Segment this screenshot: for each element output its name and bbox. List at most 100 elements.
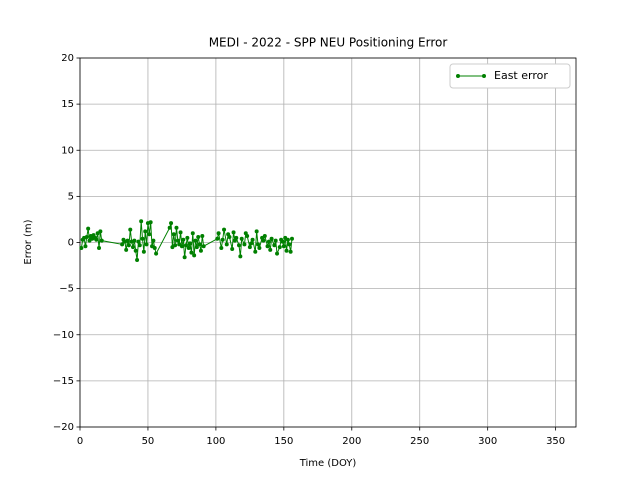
point — [120, 242, 125, 247]
point — [269, 236, 274, 241]
point — [220, 237, 225, 242]
point — [182, 255, 187, 260]
point — [151, 238, 156, 243]
point — [230, 246, 235, 251]
x-tick-label: 300 — [478, 436, 497, 447]
point — [262, 234, 267, 239]
point — [196, 234, 201, 239]
point — [79, 246, 84, 251]
point — [128, 227, 133, 232]
point — [186, 246, 191, 251]
point — [277, 245, 282, 250]
point — [143, 229, 148, 234]
point — [84, 234, 89, 239]
x-tick-label: 250 — [410, 436, 429, 447]
point — [193, 238, 198, 243]
legend-marker — [482, 74, 486, 78]
y-axis-label: Error (m) — [23, 219, 34, 264]
y-tick-label: 10 — [61, 145, 74, 156]
point — [152, 246, 157, 251]
point — [273, 238, 278, 243]
point — [124, 247, 129, 252]
point — [175, 238, 180, 243]
point — [94, 237, 99, 242]
legend-box — [449, 63, 571, 89]
point — [130, 245, 135, 250]
y-tick-label: 15 — [61, 99, 74, 110]
point — [234, 235, 239, 240]
point — [133, 248, 138, 253]
point — [266, 239, 271, 244]
point — [185, 235, 190, 240]
point — [249, 241, 254, 246]
y-tick-label: 0 — [68, 238, 74, 249]
point — [275, 251, 280, 256]
point — [261, 238, 266, 243]
x-tick-label: 0 — [77, 436, 83, 447]
point — [178, 230, 183, 235]
point — [238, 254, 243, 259]
point — [253, 249, 258, 254]
point — [125, 238, 130, 243]
point — [98, 229, 103, 234]
point — [140, 236, 145, 241]
x-tick-label: 200 — [342, 436, 361, 447]
point — [147, 232, 152, 237]
y-tick-label: −20 — [53, 422, 74, 433]
point — [189, 250, 194, 255]
point — [285, 237, 290, 242]
point — [194, 245, 199, 250]
x-axis-label: Time (DOY) — [299, 458, 357, 469]
legend-label: East error — [494, 69, 548, 82]
point — [231, 230, 236, 235]
y-tick-label: 5 — [68, 191, 74, 202]
point — [83, 244, 88, 249]
point — [216, 231, 221, 236]
point — [222, 227, 227, 232]
point — [190, 231, 195, 236]
point — [245, 234, 250, 239]
point — [256, 242, 261, 247]
point — [173, 243, 178, 248]
point — [250, 237, 255, 242]
point — [200, 234, 205, 239]
y-tick-label: 20 — [61, 53, 74, 64]
point — [148, 220, 153, 225]
plot-frame — [79, 57, 577, 428]
point — [236, 243, 241, 248]
point — [188, 241, 193, 246]
point — [219, 246, 224, 251]
point — [257, 246, 262, 251]
legend-marker — [456, 74, 460, 78]
point — [171, 232, 176, 237]
point — [141, 249, 146, 254]
point — [179, 244, 184, 249]
point — [174, 225, 179, 230]
y-tick-label: −10 — [53, 330, 74, 341]
point — [183, 243, 188, 248]
point — [198, 248, 203, 253]
point — [284, 248, 289, 253]
point — [288, 249, 293, 254]
point — [247, 245, 252, 250]
point — [136, 239, 141, 244]
x-tick-label: 350 — [546, 436, 565, 447]
x-tick-label: 50 — [142, 436, 155, 447]
point — [135, 258, 140, 263]
point — [239, 236, 244, 241]
x-tick-label: 100 — [206, 436, 225, 447]
point — [86, 226, 91, 231]
chart-title: MEDI - 2022 - SPP NEU Positioning Error — [209, 36, 448, 50]
point — [192, 253, 197, 258]
point — [242, 242, 247, 247]
point — [137, 243, 142, 248]
point — [167, 225, 172, 230]
point — [215, 236, 220, 241]
point — [272, 243, 277, 248]
point — [268, 247, 273, 252]
point — [181, 237, 186, 242]
x-tick-label: 150 — [274, 436, 293, 447]
point — [227, 234, 232, 239]
